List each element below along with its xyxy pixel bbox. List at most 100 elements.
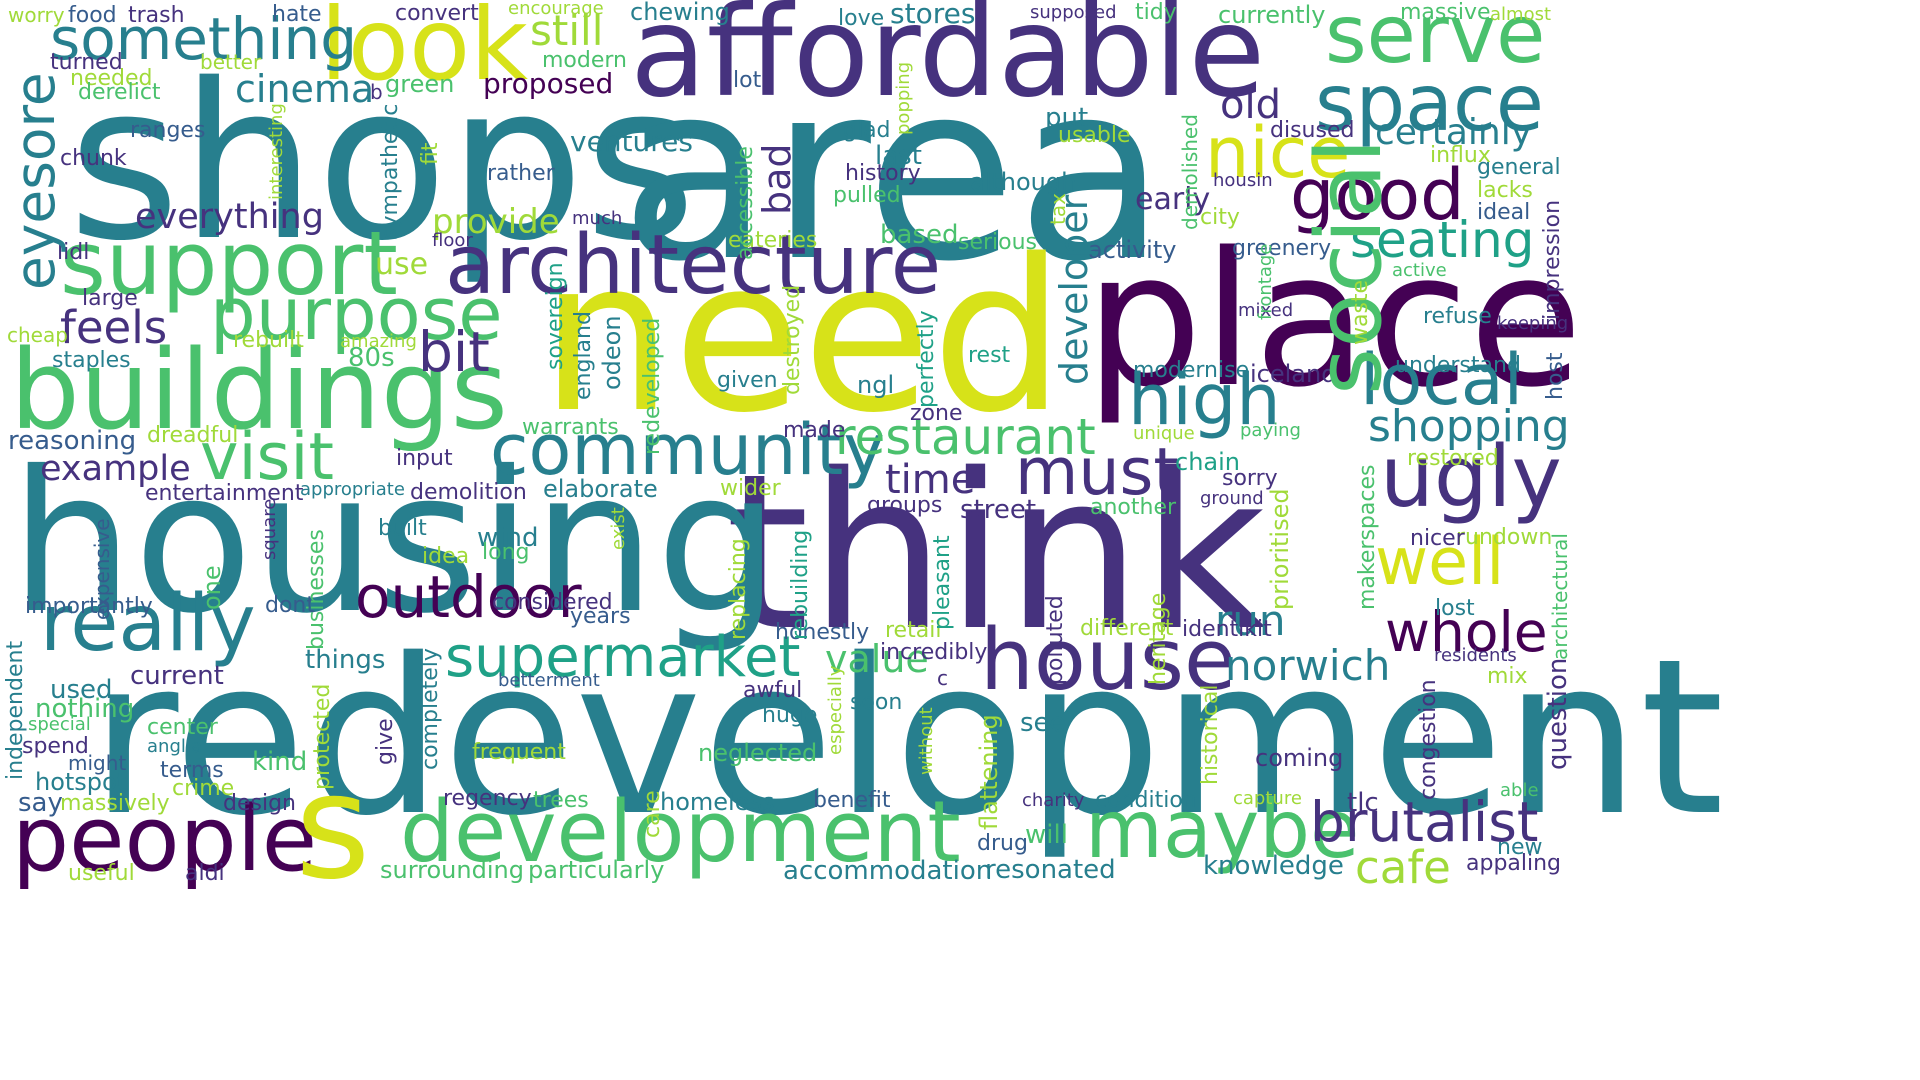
word-architectural-vertical: architectural [1548, 533, 1572, 660]
word-stores: stores [890, 0, 976, 30]
word-flattening-vertical: flattening [975, 714, 1003, 830]
word-affordable: affordable [630, 0, 1266, 125]
word-another: another [1090, 495, 1177, 520]
word-years: years [570, 604, 631, 629]
word-worry: worry [8, 3, 65, 27]
word-zone: zone [910, 401, 963, 426]
word-accommodation: accommodation [783, 856, 993, 886]
word-whole: whole [1385, 600, 1548, 664]
word-80s: 80s [348, 343, 395, 373]
word-run: run [1215, 596, 1286, 645]
word-c: c [937, 666, 948, 690]
word-importantly: importantly [25, 594, 153, 619]
word-incredibly: incredibly [880, 640, 988, 665]
word-bad-vertical: bad [755, 143, 799, 215]
word-norwich: norwich [1225, 641, 1391, 690]
word-entertainment: entertainment [145, 481, 304, 506]
word-modernise: modernise [1133, 358, 1250, 383]
word-hate: hate [272, 2, 322, 27]
word-really: really [40, 579, 256, 669]
word-appaling: appaling [1466, 851, 1562, 876]
word-rundown: rundown [1456, 525, 1553, 550]
word-massively: massively [60, 791, 170, 816]
word-identikit: identikit [1182, 617, 1272, 642]
word-history: history [845, 161, 921, 186]
word-things: things [305, 645, 386, 675]
word-need: need [540, 214, 1065, 459]
word-destroyed-vertical: destroyed [780, 284, 805, 395]
word-last: last [875, 141, 922, 171]
word-dreadful: dreadful [147, 423, 239, 448]
word-question-vertical: question [1543, 657, 1573, 770]
word-iceland: iceland [1250, 360, 1337, 388]
word-massive: massive [1400, 0, 1491, 25]
word-provide: provide [432, 202, 560, 242]
word-give-vertical: give [373, 718, 398, 765]
word-demolition: demolition [410, 480, 527, 505]
word-greenery: greenery [1232, 236, 1332, 261]
word-surrounding: surrounding [380, 856, 524, 884]
word-especially-vertical: especially [825, 665, 846, 755]
word-s: s [295, 743, 371, 912]
word-terms: terms [160, 758, 224, 783]
word-eyesore-vertical: eyesore [3, 72, 67, 290]
word-ideal: ideal [1477, 200, 1531, 225]
word-house: house [980, 611, 1237, 710]
word-ugly: ugly [1380, 428, 1562, 527]
word-center: center [147, 715, 218, 740]
word-something: something [50, 5, 358, 73]
word-host-vertical: host [1543, 352, 1568, 401]
word-outdoor: outdoor [355, 563, 582, 631]
word-perfectly-vertical: perfectly [914, 310, 939, 408]
word-derelict: derelict [78, 80, 161, 105]
word-odeon-vertical: odeon [598, 315, 626, 390]
word-redevelopment: redevelopment [90, 612, 1725, 863]
word-tax-vertical: tax [1046, 193, 1070, 225]
word-coming: coming [1255, 744, 1344, 772]
word-anglia: anglia [147, 736, 202, 757]
word-restored: restored [1407, 446, 1499, 471]
word-spend: spend [22, 734, 89, 759]
word-community: community [490, 409, 885, 491]
word-turned: turned [50, 50, 123, 75]
word-street: street [960, 495, 1037, 525]
word-retail: retail [885, 618, 942, 643]
word-trash: trash [128, 3, 185, 28]
word-different: different [1080, 616, 1174, 641]
word-heritage-vertical: heritage [1146, 592, 1171, 685]
word-frontage-vertical: frontage [1255, 243, 1276, 320]
word-condition: condition [1095, 788, 1197, 813]
word-shops: shops [68, 37, 697, 288]
word-popping-vertical: popping [893, 61, 914, 135]
word-congestion-vertical: congestion [1416, 679, 1441, 800]
word-dont: dont [265, 593, 315, 618]
word-kind: kind [252, 747, 308, 777]
word-mix: mix [1487, 664, 1528, 689]
word-care-vertical: care [640, 790, 665, 838]
word-buildings: buildings [10, 326, 508, 454]
word-square-vertical: square [259, 498, 280, 560]
word-demolished-vertical: demolished [1178, 114, 1202, 230]
word-still: still [530, 6, 604, 55]
word-purpose: purpose [210, 272, 503, 356]
word-nothing: nothing [35, 694, 135, 724]
word-charity: charity [1022, 790, 1085, 811]
word-value: value [825, 637, 929, 681]
word-prioritised-vertical: prioritised [1266, 488, 1294, 610]
word-accessible-vertical: accessible [733, 146, 758, 260]
word-architecture: architecture [445, 218, 942, 313]
word-lot: lot [733, 68, 762, 93]
word-time: time [885, 457, 976, 503]
word-chain: chain [1175, 448, 1240, 476]
word-warrants: warrants [522, 415, 619, 440]
word-housin: housin [1213, 170, 1273, 191]
word-almost: almost [1490, 4, 1552, 25]
word-housing: housing [10, 429, 780, 656]
word-although: although [970, 168, 1077, 196]
word-green: green [385, 70, 455, 98]
word-impression-vertical: impression [1540, 199, 1565, 320]
word-lacks: lacks [1477, 178, 1533, 203]
word-chewing: chewing [630, 0, 730, 26]
word-tidy: tidy [1135, 0, 1177, 25]
word-much: much [572, 208, 623, 229]
